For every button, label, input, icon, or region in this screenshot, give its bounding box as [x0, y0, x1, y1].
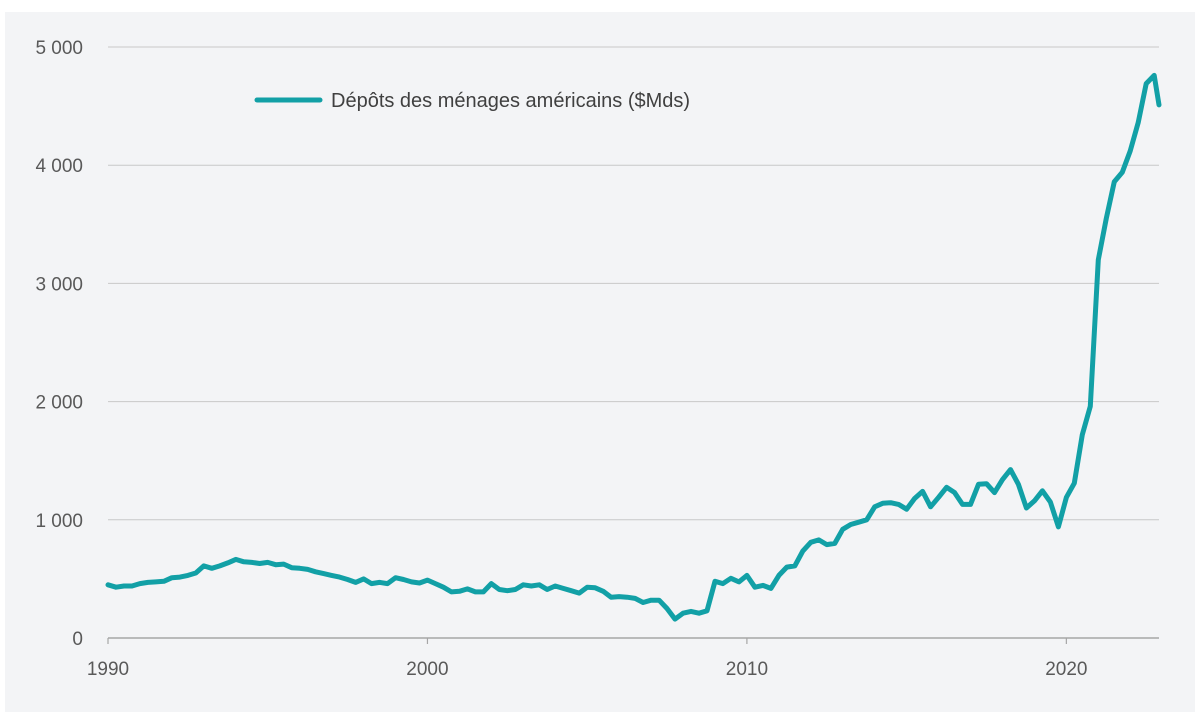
y-tick-label: 1 000: [35, 511, 83, 532]
y-tick-label: 2 000: [35, 393, 83, 414]
x-tick-label: 2020: [1045, 659, 1087, 680]
y-tick-labels: 0 1 000 2 000 3 000 4 000 5 000: [35, 38, 83, 650]
series-line-deposits: [105, 72, 1162, 622]
gridlines: [107, 46, 1159, 644]
x-tick-label: 1990: [87, 659, 129, 680]
legend: Dépôts des ménages américains ($Mds): [254, 90, 690, 112]
series-layer: [105, 72, 1162, 622]
y-tick-label: 0: [72, 629, 83, 650]
y-tick-label: 3 000: [35, 274, 83, 295]
x-tick-label: 2010: [726, 659, 768, 680]
legend-label-deposits: Dépôts des ménages américains ($Mds): [331, 90, 690, 112]
x-tick-label: 2000: [406, 659, 448, 680]
x-tick-labels: 1990 2000 2010 2020: [87, 659, 1088, 680]
y-tick-label: 5 000: [35, 38, 83, 59]
chart-panel: [5, 12, 1195, 712]
y-tick-label: 4 000: [35, 156, 83, 177]
